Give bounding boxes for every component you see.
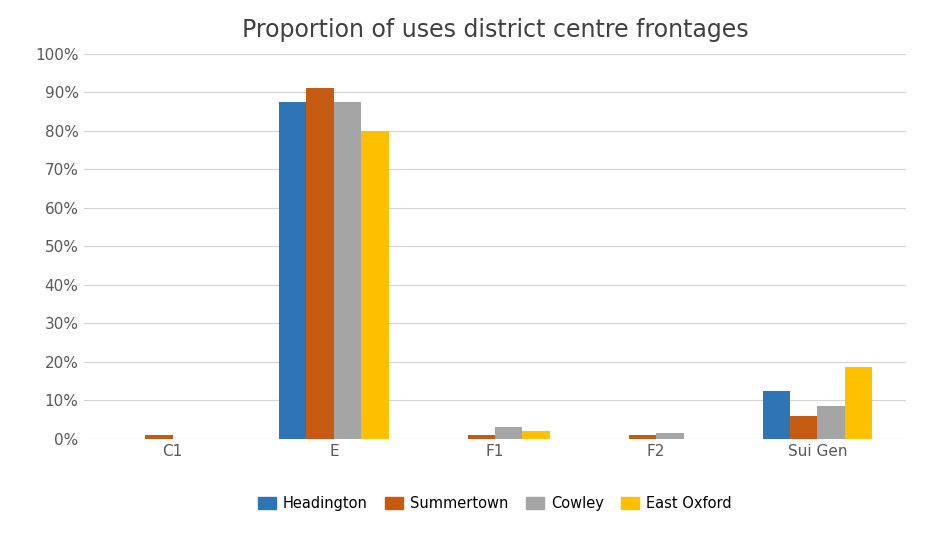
Title: Proportion of uses district centre frontages: Proportion of uses district centre front…: [242, 18, 748, 42]
Bar: [790, 416, 817, 439]
Bar: [146, 435, 173, 439]
Bar: [657, 433, 684, 439]
Bar: [495, 427, 522, 439]
Legend: Headington, Summertown, Cowley, East Oxford: Headington, Summertown, Cowley, East Oxf…: [259, 496, 731, 511]
Bar: [817, 406, 844, 439]
Bar: [361, 131, 389, 439]
Bar: [629, 435, 657, 439]
Bar: [762, 391, 790, 439]
Bar: [333, 102, 361, 439]
Bar: [522, 431, 550, 439]
Bar: [306, 88, 333, 439]
Bar: [279, 102, 306, 439]
Bar: [468, 435, 495, 439]
Bar: [844, 368, 872, 439]
